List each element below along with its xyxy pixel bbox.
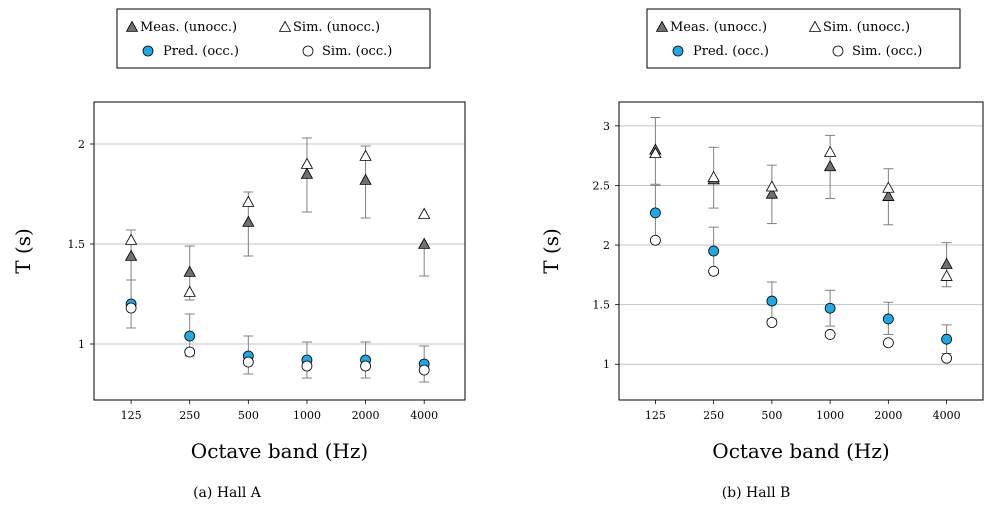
- data-point-circle-filled: [941, 333, 952, 345]
- data-point-triangle-open: [300, 157, 314, 169]
- x-tick-label: 250: [703, 409, 724, 422]
- legend-marker: [142, 45, 154, 57]
- data-point-triangle-open: [242, 195, 255, 207]
- data-point-triangle-filled: [882, 189, 895, 201]
- legend-label: Meas. (unocc.): [670, 20, 767, 35]
- y-tick-label: 1.5: [593, 299, 611, 312]
- legend-marker: [672, 45, 684, 57]
- data-point-triangle-open: [124, 233, 138, 245]
- data-point-triangle-open: [418, 207, 431, 219]
- legend-label: Sim. (unocc.): [823, 20, 910, 35]
- data-point-circle-open: [941, 352, 952, 364]
- x-tick-label: 2000: [874, 409, 902, 422]
- data-point-circle-filled: [824, 302, 836, 314]
- y-axis-label: T (s): [11, 228, 35, 274]
- data-point-triangle-filled: [183, 265, 196, 277]
- plot-frame: [618, 101, 984, 401]
- legend-marker: [278, 20, 292, 32]
- legend-box: [646, 8, 961, 69]
- data-point-triangle-open: [882, 181, 895, 193]
- data-point-circle-open: [766, 317, 778, 328]
- x-tick-label: 2000: [352, 409, 380, 422]
- y-tick-label: 1: [78, 338, 85, 351]
- x-axis-label: Octave band (Hz): [191, 439, 368, 463]
- data-point-triangle-filled: [300, 167, 314, 179]
- legend-marker: [302, 45, 314, 57]
- data-point-triangle-open: [823, 145, 837, 157]
- plot-frame: [93, 101, 466, 401]
- data-point-triangle-filled: [242, 215, 255, 227]
- data-point-circle-open: [242, 356, 254, 368]
- y-axis-label: T (s): [539, 228, 563, 274]
- data-point-triangle-open: [359, 149, 372, 161]
- x-tick-label: 500: [761, 409, 782, 422]
- y-tick-label: 1: [603, 358, 610, 371]
- x-tick-label: 1000: [816, 409, 844, 422]
- panel-caption: (a) Hall A: [193, 485, 262, 501]
- data-point-circle-filled: [882, 313, 894, 325]
- x-tick-label: 4000: [410, 409, 438, 422]
- data-point-circle-open: [301, 360, 313, 372]
- data-point-circle-open: [824, 329, 836, 340]
- chart-panel-a: Meas. (unocc.) Sim. (unocc.) Pred. (occ.) S…: [11, 8, 466, 501]
- chart-panel-b: Meas. (unocc.) Sim. (unocc.) Pred. (occ.) S…: [539, 8, 984, 501]
- data-point-circle-open: [125, 302, 137, 314]
- legend-label: Sim. (unocc.): [293, 20, 380, 35]
- data-point-triangle-open: [707, 170, 720, 182]
- data-point-triangle-filled: [418, 237, 431, 249]
- x-axis-label: Octave band (Hz): [712, 439, 889, 463]
- y-tick-label: 3: [603, 120, 610, 133]
- data-point-circle-open: [882, 337, 894, 349]
- legend-marker: [832, 45, 844, 57]
- legend-label: Sim. (occ.): [852, 44, 922, 59]
- data-point-triangle-open: [649, 146, 662, 159]
- data-point-circle-filled: [708, 245, 720, 257]
- y-tick-label: 1.5: [68, 238, 86, 251]
- data-point-circle-open: [708, 265, 720, 277]
- data-point-triangle-filled: [823, 160, 837, 172]
- legend-box: [116, 8, 431, 69]
- legend: Meas. (unocc.) Sim. (unocc.) Pred. (occ.) S…: [116, 8, 431, 69]
- legend-marker: [655, 20, 669, 32]
- legend-marker: [808, 20, 822, 32]
- y-tick-label: 2: [603, 239, 610, 252]
- data-point-circle-open: [650, 234, 661, 246]
- x-tick-label: 500: [238, 409, 259, 422]
- data-point-circle-open: [418, 364, 430, 376]
- x-tick-label: 4000: [933, 409, 961, 422]
- y-tick-label: 2: [78, 138, 85, 151]
- data-point-circle-filled: [650, 207, 661, 219]
- x-tick-label: 125: [645, 409, 666, 422]
- legend-label: Sim. (occ.): [322, 44, 392, 59]
- data-point-triangle-filled: [359, 173, 372, 185]
- data-point-circle-filled: [184, 330, 196, 342]
- legend-label: Pred. (occ.): [163, 44, 239, 59]
- y-tick-label: 2.5: [593, 179, 611, 192]
- x-tick-label: 125: [121, 409, 142, 422]
- plot-area: 1 1.5 2 2.5 3 125 250 500 1000 2000 4000: [593, 101, 984, 422]
- plot-area: 1 1.5 2 125 250 500 1000 2000 4000: [68, 101, 466, 422]
- data-point-circle-filled: [766, 295, 778, 307]
- data-point-triangle-filled: [940, 257, 953, 269]
- data-point-circle-open: [360, 360, 371, 372]
- x-tick-label: 1000: [293, 409, 321, 422]
- panel-caption: (b) Hall B: [722, 485, 791, 501]
- legend: Meas. (unocc.) Sim. (unocc.) Pred. (occ.) S…: [646, 8, 961, 69]
- x-tick-label: 250: [179, 409, 200, 422]
- data-point-triangle-filled: [765, 187, 779, 199]
- data-point-triangle-open: [765, 180, 779, 192]
- data-point-triangle-filled: [124, 249, 138, 261]
- data-point-circle-open: [184, 346, 196, 358]
- legend-marker: [125, 20, 139, 32]
- legend-label: Pred. (occ.): [693, 44, 769, 59]
- legend-label: Meas. (unocc.): [140, 20, 237, 35]
- data-point-triangle-open: [940, 269, 953, 281]
- error-bar: [419, 244, 430, 277]
- data-point-triangle-open: [183, 285, 196, 297]
